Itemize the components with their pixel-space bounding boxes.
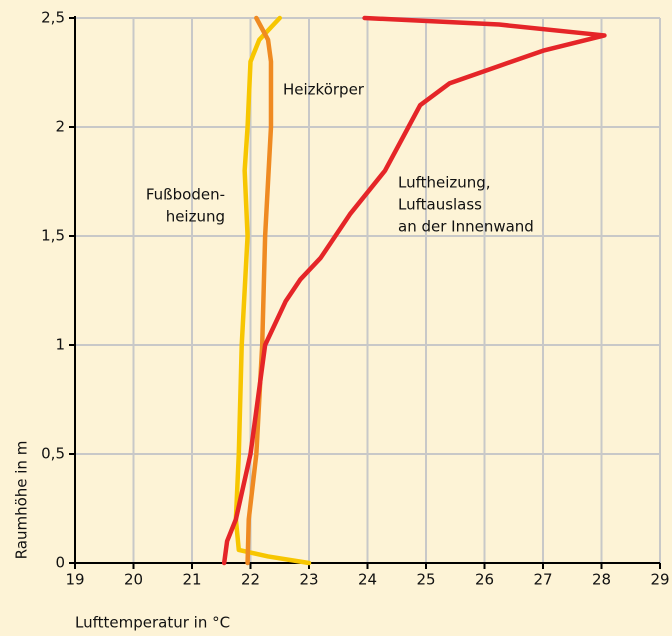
- x-tick-label: 29: [650, 571, 669, 589]
- y-axis-label: Raumhöhe in m: [13, 441, 31, 560]
- x-tick-label: 28: [592, 571, 611, 589]
- line-series: [221, 15, 607, 566]
- x-tick-label: 23: [299, 571, 318, 589]
- y-tick-label: 0,5: [41, 445, 65, 463]
- y-tick-label: 0: [55, 554, 65, 572]
- series-label: Fußboden-: [146, 186, 225, 204]
- series-label: Luftauslass: [398, 196, 482, 214]
- x-tick-label: 26: [475, 571, 494, 589]
- series-label: Luftheizung,: [398, 174, 491, 192]
- x-tick-label: 24: [358, 571, 377, 589]
- line-series: [233, 15, 312, 566]
- series-label: Heizkörper: [283, 81, 365, 99]
- x-tick-label: 25: [416, 571, 435, 589]
- x-tick-label: 27: [533, 571, 552, 589]
- x-tick-label: 20: [124, 571, 143, 589]
- series-label: heizung: [166, 208, 225, 226]
- line-series: [245, 15, 274, 566]
- x-tick-label: 22: [241, 571, 260, 589]
- y-tick-label: 2,5: [41, 9, 65, 27]
- x-tick-label: 19: [65, 571, 84, 589]
- x-axis-label: Lufttemperatur in °C: [75, 614, 230, 632]
- y-tick-label: 1: [55, 336, 65, 354]
- y-tick-label: 2: [55, 118, 65, 136]
- series-label: an der Innenwand: [398, 218, 534, 236]
- x-tick-label: 21: [182, 571, 201, 589]
- y-tick-label: 1,5: [41, 227, 65, 245]
